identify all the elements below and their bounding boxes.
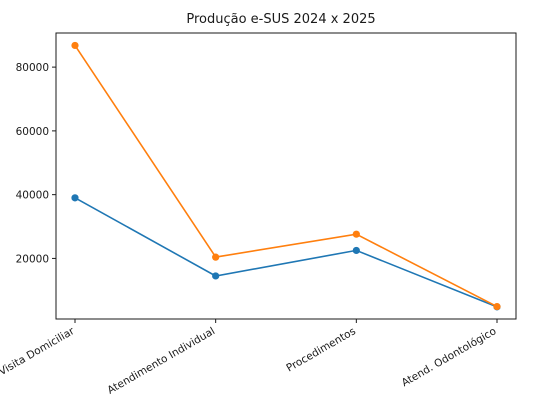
series-layer	[71, 41, 501, 311]
x-tick-label: Visita Domiciliar	[0, 325, 77, 378]
x-tick-label: Atend. Odontológico	[400, 325, 499, 389]
x-tick-label: Atendimento Individual	[105, 325, 217, 396]
y-tick-label: 20000	[16, 253, 49, 265]
x-tick-label: Procedimentos	[284, 325, 357, 374]
series-1-point	[212, 272, 220, 280]
series-2-point	[493, 302, 501, 311]
y-tick-label: 80000	[16, 62, 49, 74]
series-1-point	[71, 194, 79, 202]
series-line-2	[74, 44, 498, 308]
chart-title: Produção e-SUS 2024 x 2025	[186, 12, 375, 27]
y-axis: 20000 40000 60000 80000	[16, 62, 56, 265]
series-1-point	[352, 246, 360, 255]
y-tick-label: 40000	[16, 190, 49, 202]
x-axis: Visita Domiciliar Atendimento Individual P…	[0, 319, 499, 397]
series-2-point	[352, 230, 360, 238]
series-2-point	[71, 41, 79, 50]
plot-frame	[55, 32, 517, 320]
series-line-1	[74, 197, 498, 308]
y-tick-label: 60000	[16, 126, 49, 138]
series-2-point	[212, 253, 220, 261]
